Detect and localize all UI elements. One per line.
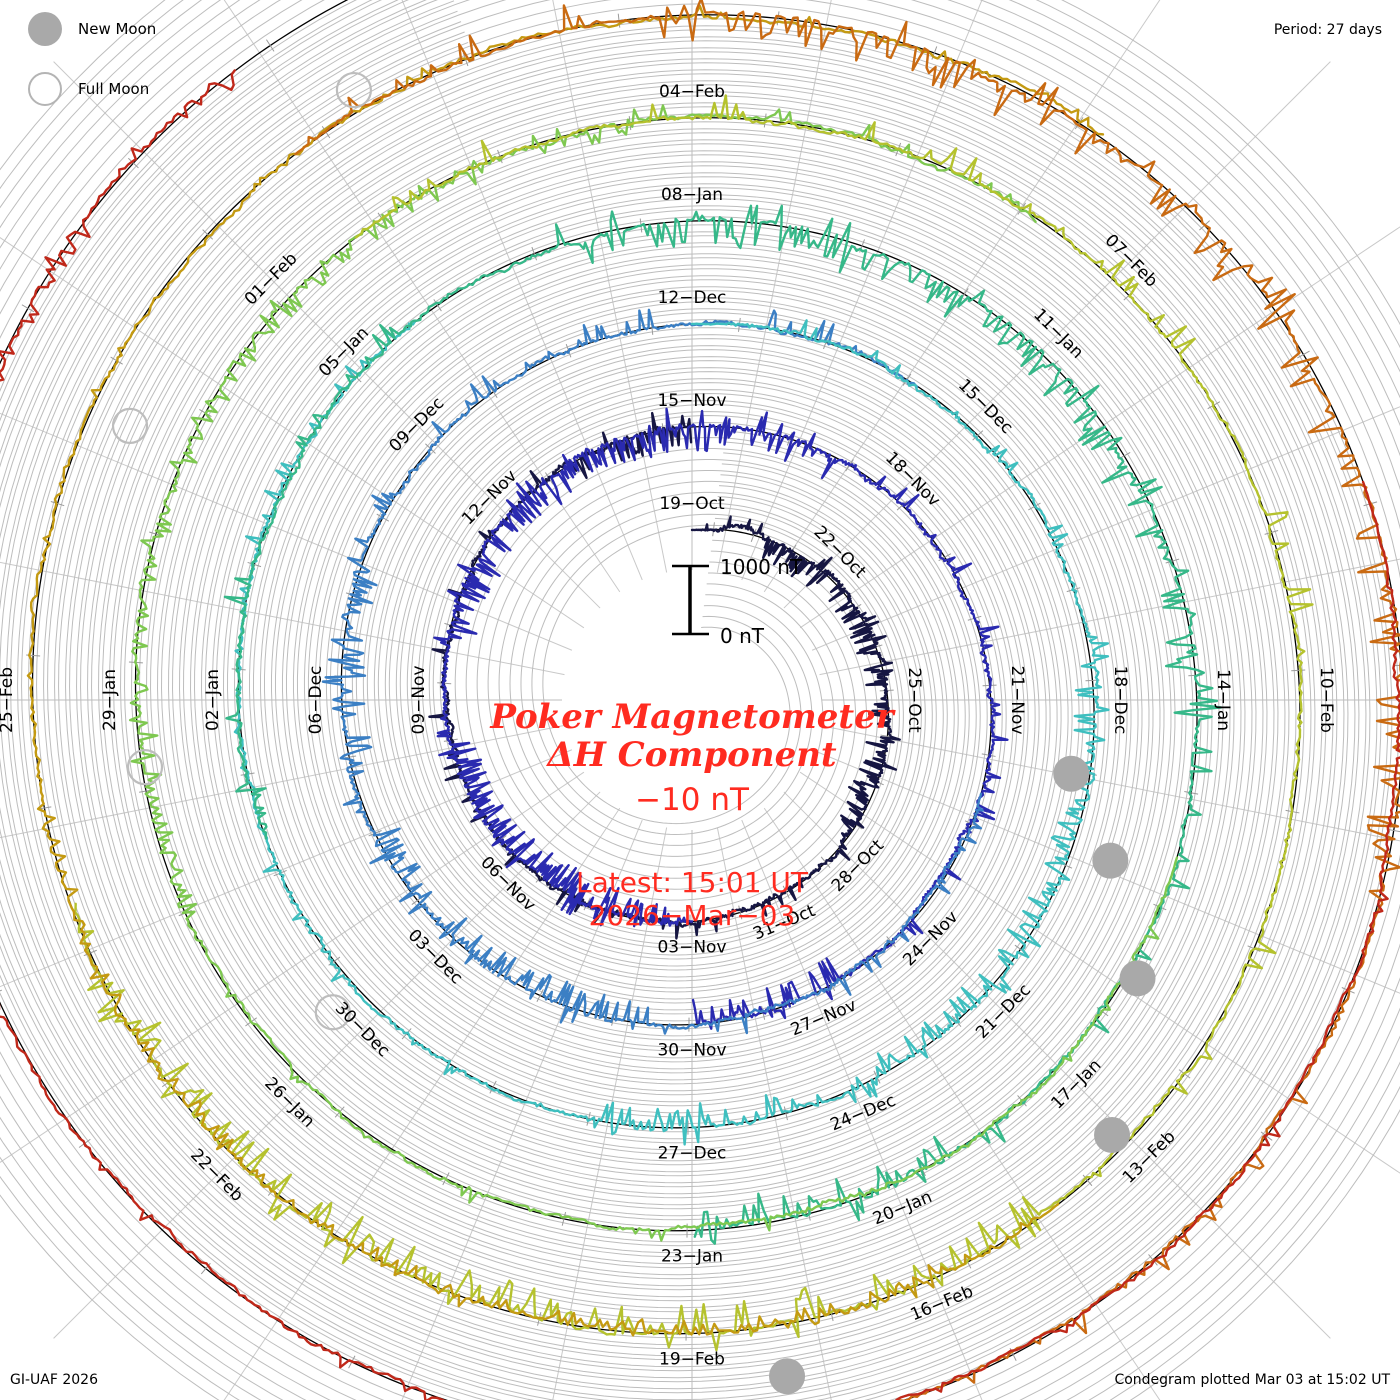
trace-8-feb [26,4,1105,1337]
center-latest-time: Latest: 15:01 UT [576,866,809,899]
scale-top-label: 1000 nT [720,555,803,579]
date-label: 29−Jan [100,669,120,731]
filled-circle-icon [28,12,62,46]
date-label: 25−Oct [904,667,924,733]
new-moon-marker [1092,842,1129,879]
center-title-line1: Poker Magnetometer [489,697,895,737]
moon-markers [111,71,1156,1395]
full-moon-marker [335,71,373,109]
date-label: 10−Feb [1316,667,1336,733]
plotted-label: Condegram plotted Mar 03 at 15:02 UT [1114,1372,1390,1388]
date-label: 30−Nov [657,1041,726,1061]
scale-bottom-label: 0 nT [720,624,765,648]
center-latest-date: 2026−Mar−03 [589,899,796,932]
date-label: 02−Jan [203,669,223,731]
date-label: 04−Feb [659,82,725,102]
center-value: −10 nT [635,782,750,818]
date-label: 06−Dec [306,666,326,735]
legend-label-full-moon: Full Moon [78,80,150,98]
new-moon-marker [1094,1116,1131,1153]
moon-legend: New Moon Full Moon [28,12,156,132]
date-label: 16−Feb [908,1281,977,1325]
full-moon-marker [314,994,351,1031]
date-label: 19−Oct [659,494,725,514]
new-moon-marker [1053,755,1090,792]
date-label: 08−Jan [661,185,723,205]
date-label: 18−Dec [1110,666,1130,735]
date-label: 09−Nov [409,665,429,734]
full-moon-marker [111,407,149,445]
trace-3-nov [321,308,984,1035]
trace-7-jan [74,94,1314,1352]
scale-bar: 1000 nT 0 nT [672,555,803,648]
trace-10-mar [0,69,1400,1400]
date-label: 25−Feb [0,667,17,733]
legend-item-new-moon: New Moon [28,12,156,46]
credit-label: GI-UAF 2026 [10,1372,98,1388]
date-label: 03−Nov [657,938,726,958]
open-circle-icon [28,72,62,106]
date-label: 23−Jan [661,1247,723,1267]
date-label: 12−Dec [658,288,727,308]
period-label: Period: 27 days [1273,22,1382,38]
date-label: 27−Dec [658,1144,727,1164]
new-moon-marker [769,1358,806,1395]
date-label: 14−Jan [1213,669,1233,731]
date-label: 27−Nov [788,995,859,1040]
trace-4-dec [233,319,1110,1146]
full-moon-marker [126,749,164,786]
center-title-line2: ΔH Component [545,735,837,775]
date-label: 15−Nov [657,391,726,411]
new-moon-marker [1119,960,1156,997]
legend-item-full-moon: Full Moon [28,72,156,106]
trace-2-nov [433,407,1009,1030]
date-label: 19−Feb [659,1350,725,1370]
legend-label-new-moon: New Moon [78,20,157,38]
trace-9-feb [294,0,1400,1400]
date-label: 21−Nov [1007,665,1027,734]
center-caption: Poker Magnetometer ΔH Component −10 nT L… [489,697,895,932]
date-label: 20−Jan [870,1187,935,1229]
